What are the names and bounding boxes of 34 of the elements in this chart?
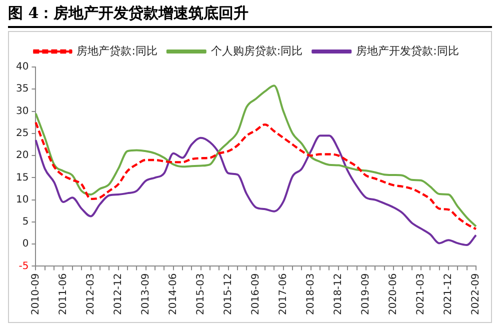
x-tick-label: 2012-12 [112,273,124,316]
legend-label: 房地产开发贷款:同比 [356,44,459,58]
y-tick-label: 15 [16,172,29,184]
legend-label: 个人购房贷款:同比 [210,44,303,58]
chart-title: 图 4：房地产开发贷款增速筑底回升 [8,4,492,28]
x-tick-label: 2019-09 [360,273,372,316]
line-series [34,121,478,230]
y-tick-label: 25 [16,128,29,139]
y-tick-label: -5 [18,260,29,272]
y-tick-label: 5 [22,216,29,228]
line-series [34,84,477,228]
x-tick-label: 2022-09 [470,273,482,316]
x-tick-label: 2015-03 [195,273,206,316]
y-tick-label: 40 [16,62,29,73]
x-tick-label: 2010-09 [30,273,42,316]
x-tick-label: 2013-09 [140,273,152,316]
x-tick-label: 2014-06 [168,273,179,316]
y-tick-label: 35 [16,84,29,95]
x-tick-label: 2021-12 [443,273,454,316]
y-tick-label: 10 [16,194,29,206]
legend-label: 房地产贷款:同比 [76,44,158,58]
x-tick-label: 2016-09 [250,273,262,316]
x-tick-label: 2017-06 [278,273,289,316]
x-tick-label: 2012-03 [85,273,96,316]
y-tick-label: 0 [22,238,29,250]
x-tick-label: 2015-12 [222,273,234,316]
x-tick-label: 2011-06 [58,273,69,316]
x-tick-label: 2018-12 [333,273,344,316]
y-tick-label: 30 [16,106,29,117]
x-tick-label: 2020-06 [388,273,400,316]
x-tick-label: 2018-03 [305,273,316,316]
x-tick-label: 2021-03 [416,273,427,316]
y-tick-label: 20 [16,150,29,162]
line-series [34,134,477,246]
